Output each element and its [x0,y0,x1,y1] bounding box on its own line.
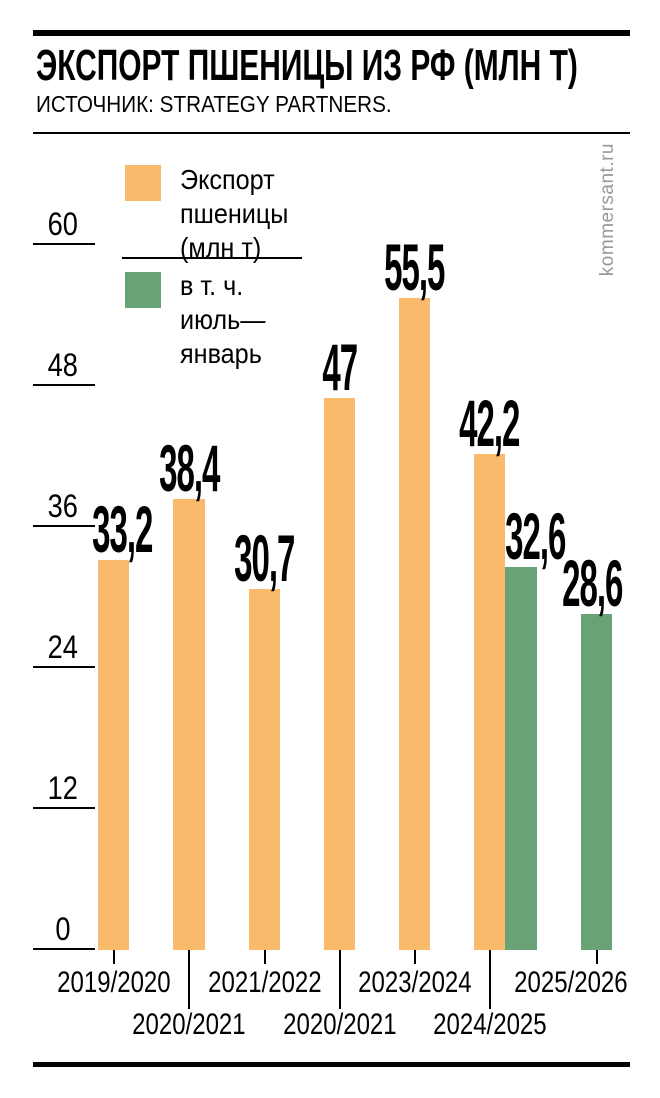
x-tick-line-long [188,950,190,1009]
bar [505,566,537,950]
y-tick-line [33,384,95,386]
y-tick-label-text: 48 [47,347,79,383]
bar-value-text: 33,2 [92,491,153,566]
page-title: ЭКСПОРТ ПШЕНИЦЫ ИЗ РФ (МЛН Т) [36,41,660,90]
header-divider [33,132,630,134]
y-tick-label-text: 24 [47,629,79,665]
watermark: kommersant.ru [597,143,618,277]
y-tick-line [33,807,95,809]
top-rule [33,30,630,36]
bar [323,397,356,950]
legend-label-export: Экспорт пшеницы (млн т) [180,164,289,263]
x-axis-label-text: 2020/2021 [282,1008,397,1041]
y-tick-line [33,243,95,245]
x-axis-label-text: 2021/2022 [207,966,322,999]
x-axis-label-text: 2024/2025 [432,1008,547,1041]
bar-value-text: 47 [322,329,358,404]
x-tick-line-short [112,950,115,964]
source-text: ИСТОЧНИК: STRATEGY PARTNERS. [36,91,392,117]
bar [398,297,431,950]
legend-label-july-january: в т. ч. июль— январь [180,270,266,369]
bar [580,613,613,950]
x-axis-label-text: 2023/2024 [357,966,472,999]
x-tick-line-short [263,950,266,964]
x-axis-label-text: 2025/2026 [513,966,628,999]
y-tick-line [33,948,95,950]
x-tick-line-long [488,950,491,1009]
page-title-text: ЭКСПОРТ ПШЕНИЦЫ ИЗ РФ (МЛН Т) [36,41,578,90]
bar-value-text: 28,6 [562,545,623,620]
x-tick-line-long [338,950,341,1009]
legend-divider [122,257,302,259]
bar-value-text: 32,6 [504,498,566,573]
bar [248,589,281,950]
bar [473,454,506,950]
bar [173,498,205,950]
bottom-rule [33,1062,630,1067]
bar-value-text: 55,5 [384,229,445,304]
legend-swatch-july-january [125,272,161,308]
bar [97,559,130,950]
legend-swatch-export [125,165,161,201]
bar-value-text: 30,7 [234,521,295,596]
x-tick-line-short [413,950,416,964]
x-axis-label-text: 2020/2021 [132,1008,246,1041]
x-axis-label-text: 2019/2020 [56,966,171,999]
y-tick-label-text: 0 [55,911,71,947]
x-tick-line-short [595,950,598,964]
y-tick-label-text: 12 [47,770,79,806]
y-tick-label-text: 60 [47,206,79,242]
y-tick-label-text: 36 [47,488,79,524]
bar-value-text: 38,4 [158,430,220,505]
bar-value-text: 42,2 [459,386,520,461]
y-tick-line [33,525,95,527]
y-tick-line [33,666,95,668]
source-line: ИСТОЧНИК: STRATEGY PARTNERS. [36,92,431,117]
